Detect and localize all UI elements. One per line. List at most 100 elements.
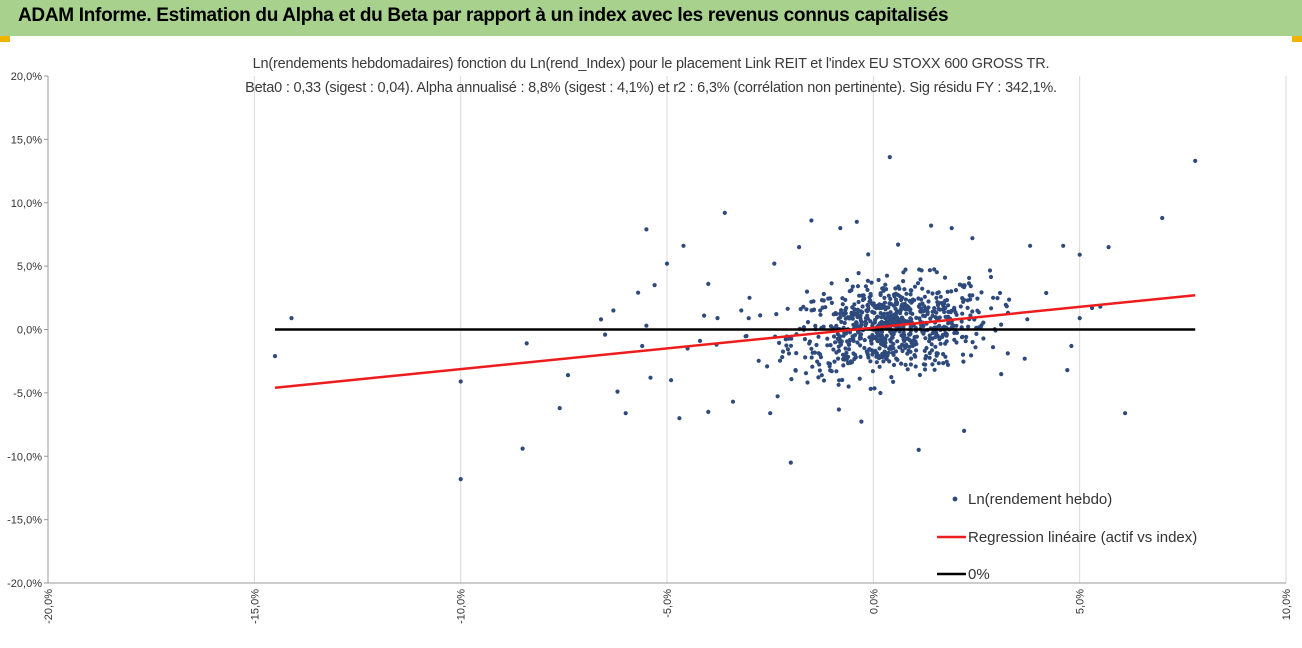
data-point bbox=[1044, 290, 1049, 296]
data-point bbox=[910, 299, 915, 304]
data-point bbox=[930, 362, 935, 367]
data-point bbox=[809, 346, 814, 351]
data-point bbox=[865, 352, 871, 357]
data-point bbox=[816, 351, 821, 356]
y-tick-label: -20,0% bbox=[7, 578, 42, 590]
data-point bbox=[768, 411, 773, 416]
data-point bbox=[914, 341, 919, 347]
data-point bbox=[899, 361, 904, 366]
data-point bbox=[857, 293, 862, 298]
data-point bbox=[944, 298, 950, 303]
data-point bbox=[879, 333, 885, 338]
data-point bbox=[825, 336, 830, 341]
data-point bbox=[874, 360, 879, 365]
data-point bbox=[976, 310, 981, 315]
data-point bbox=[907, 332, 912, 337]
data-point bbox=[1061, 243, 1066, 248]
data-point bbox=[883, 307, 888, 312]
data-point bbox=[803, 371, 809, 376]
data-point bbox=[999, 372, 1004, 377]
data-point bbox=[999, 322, 1004, 327]
data-point bbox=[847, 289, 852, 294]
data-point bbox=[887, 155, 892, 160]
data-point bbox=[876, 353, 881, 359]
data-point bbox=[838, 311, 843, 316]
data-point bbox=[860, 304, 865, 309]
data-point bbox=[804, 307, 809, 312]
data-point bbox=[836, 356, 841, 361]
data-point bbox=[894, 356, 899, 361]
data-point bbox=[873, 317, 878, 323]
data-point bbox=[458, 379, 463, 384]
data-point bbox=[743, 334, 748, 339]
data-point bbox=[816, 375, 821, 380]
data-point bbox=[932, 358, 938, 363]
y-tick-label: 20,0% bbox=[11, 71, 42, 83]
data-point bbox=[598, 317, 604, 322]
data-point bbox=[829, 281, 834, 286]
data-point bbox=[945, 315, 951, 320]
data-point bbox=[1007, 297, 1012, 302]
data-point bbox=[892, 312, 897, 317]
data-point bbox=[873, 348, 878, 353]
data-point bbox=[837, 339, 842, 344]
data-point bbox=[834, 369, 839, 374]
data-point bbox=[964, 334, 969, 340]
data-point bbox=[935, 333, 940, 338]
report-title: ADAM Informe. Estimation du Alpha et du … bbox=[18, 5, 949, 26]
data-point bbox=[921, 313, 926, 318]
data-point bbox=[557, 406, 562, 411]
data-point bbox=[886, 293, 891, 298]
data-point bbox=[949, 226, 954, 231]
data-point bbox=[901, 279, 906, 284]
data-point bbox=[1106, 245, 1111, 250]
data-point bbox=[900, 318, 905, 323]
y-tick-label: 10,0% bbox=[11, 198, 42, 210]
data-point bbox=[879, 319, 884, 324]
data-point bbox=[834, 323, 839, 328]
data-point bbox=[868, 359, 873, 364]
data-point bbox=[272, 354, 278, 359]
data-points bbox=[272, 155, 1198, 482]
data-point bbox=[859, 419, 864, 424]
data-point bbox=[818, 355, 824, 360]
data-point bbox=[803, 355, 808, 360]
data-point bbox=[819, 373, 824, 378]
data-point bbox=[924, 354, 929, 359]
data-point bbox=[910, 343, 915, 348]
data-point bbox=[949, 321, 954, 326]
data-point bbox=[923, 336, 928, 341]
data-point bbox=[842, 320, 847, 326]
data-point bbox=[715, 316, 720, 321]
data-point bbox=[850, 305, 855, 310]
x-tick-label: -10,0% bbox=[456, 589, 468, 624]
data-point bbox=[934, 295, 939, 300]
data-point bbox=[967, 275, 972, 281]
data-point bbox=[895, 339, 900, 344]
data-point bbox=[892, 294, 897, 299]
data-point bbox=[901, 337, 906, 342]
data-point bbox=[840, 352, 846, 357]
data-point bbox=[648, 375, 653, 380]
data-point bbox=[958, 304, 963, 309]
data-point bbox=[774, 312, 779, 317]
data-point bbox=[881, 312, 886, 317]
data-point bbox=[836, 407, 842, 412]
data-point bbox=[893, 297, 899, 302]
data-point bbox=[927, 333, 932, 338]
data-point bbox=[860, 297, 866, 303]
data-point bbox=[899, 306, 904, 311]
data-point bbox=[932, 267, 937, 272]
data-point bbox=[1005, 351, 1010, 356]
legend-label: 0% bbox=[968, 566, 990, 583]
data-point bbox=[882, 349, 887, 354]
data-point bbox=[858, 354, 863, 359]
data-point bbox=[833, 340, 838, 345]
data-point bbox=[772, 261, 777, 266]
data-point bbox=[802, 337, 808, 342]
data-point bbox=[858, 343, 863, 348]
data-point bbox=[908, 362, 914, 367]
data-point bbox=[857, 376, 862, 381]
data-point bbox=[970, 340, 975, 345]
data-point bbox=[891, 332, 896, 337]
